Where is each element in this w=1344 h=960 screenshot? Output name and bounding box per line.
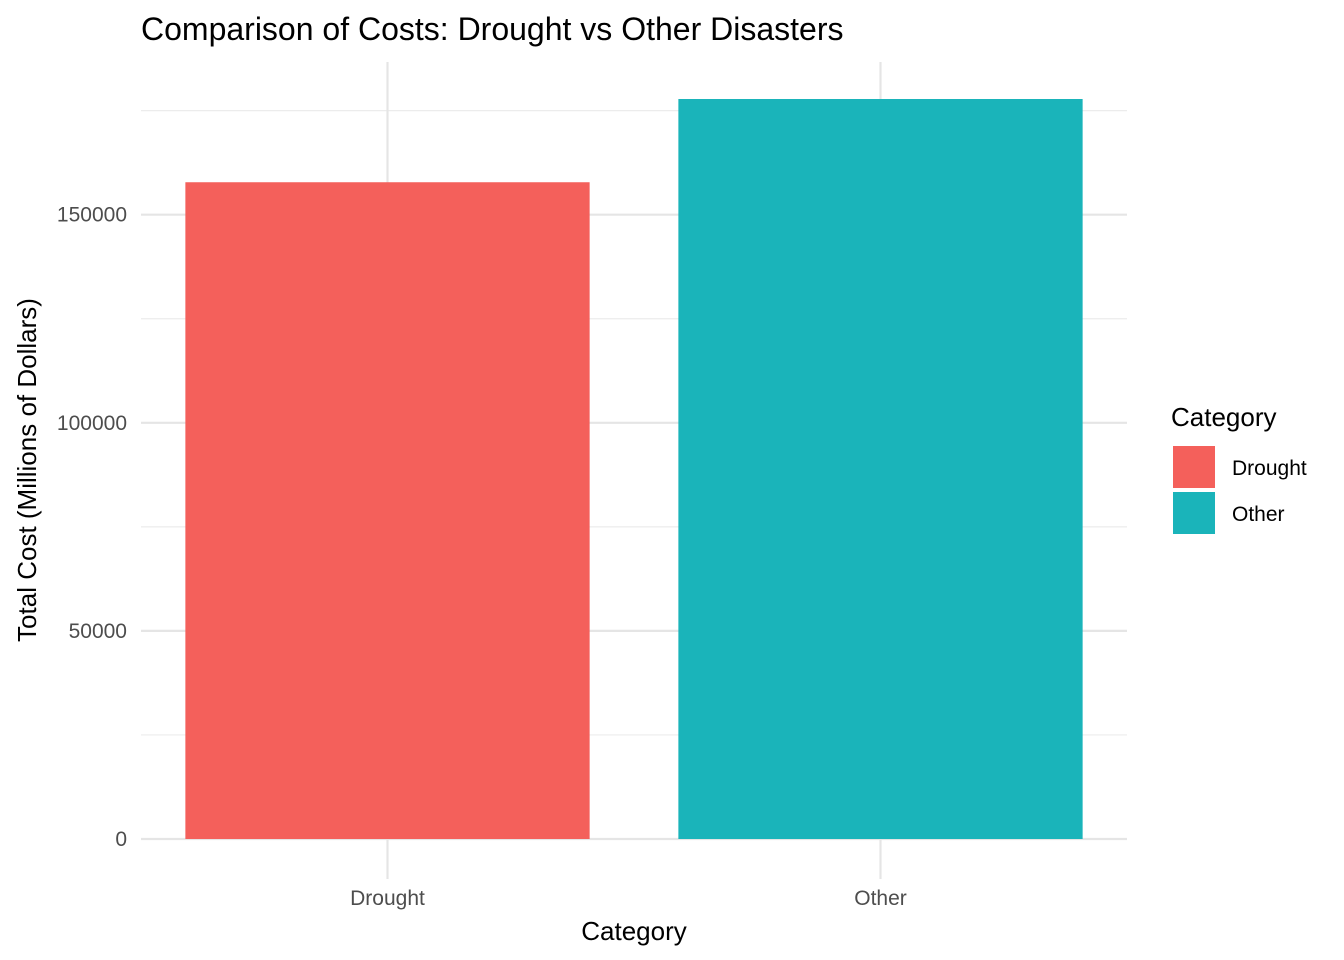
tick-labels: 0 50000 100000 150000 Drought Other [57, 204, 907, 910]
legend-label-drought: Drought [1232, 457, 1307, 480]
x-axis-title: Category [581, 916, 687, 946]
legend: Category Drought Other [1171, 402, 1307, 534]
bar-other[interactable] [678, 99, 1083, 839]
legend-label-other: Other [1232, 503, 1285, 526]
legend-swatch-drought [1173, 446, 1215, 488]
legend-title: Category [1171, 402, 1277, 432]
chart-title: Comparison of Costs: Drought vs Other Di… [141, 11, 843, 47]
bar-drought[interactable] [185, 182, 590, 839]
y-tick-label: 150000 [57, 204, 127, 227]
y-tick-label: 50000 [69, 620, 127, 643]
x-tick-label: Other [854, 887, 907, 910]
bars [185, 99, 1083, 839]
legend-swatch-other [1173, 492, 1215, 534]
y-tick-label: 0 [115, 828, 127, 851]
y-axis-title: Total Cost (Millions of Dollars) [12, 298, 42, 642]
x-tick-label: Drought [350, 887, 425, 910]
y-tick-label: 100000 [57, 412, 127, 435]
